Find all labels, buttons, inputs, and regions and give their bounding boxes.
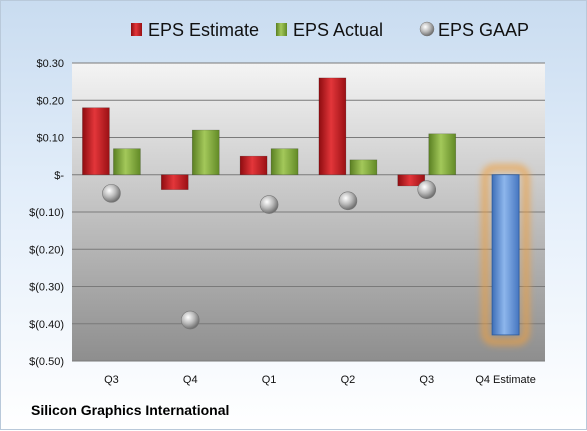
bar-eps-estimate — [82, 107, 110, 176]
y-tick-label: $(0.40) — [29, 319, 64, 331]
y-tick-label: $0.20 — [36, 95, 64, 107]
x-tick-label: Q4 — [183, 374, 198, 386]
x-tick-label: Q4 Estimate — [475, 374, 536, 386]
legend-swatch-eps-actual — [276, 23, 287, 36]
marker-eps-gaap — [102, 184, 121, 203]
bar-eps-estimate — [397, 174, 426, 187]
y-tick-label: $(0.30) — [29, 282, 64, 294]
bar-eps-actual — [428, 133, 457, 176]
bar-eps-actual — [113, 148, 141, 176]
marker-eps-gaap — [259, 195, 279, 214]
bar-eps-actual — [349, 159, 378, 176]
estimate-glow — [481, 164, 530, 346]
company-name: Silicon Graphics International — [31, 402, 230, 418]
bar-eps-estimate — [239, 155, 268, 176]
y-tick-label: $- — [54, 170, 64, 182]
bar-eps-actual — [191, 129, 220, 176]
x-tick-label: Q3 — [419, 374, 434, 386]
x-tick-label: Q1 — [262, 374, 277, 386]
y-tick-label: $(0.10) — [29, 207, 64, 219]
legend-swatch-eps-gaap — [419, 21, 435, 37]
marker-eps-gaap — [417, 180, 437, 199]
y-tick-label: $(0.50) — [29, 356, 64, 368]
legend-label-eps-actual: EPS Actual — [293, 20, 383, 40]
bar-q4-estimate — [491, 174, 520, 336]
y-tick-label: $0.10 — [36, 133, 64, 145]
bar-eps-estimate — [160, 174, 189, 190]
y-tick-label: $0.30 — [36, 58, 64, 70]
legend-swatch-eps-estimate — [131, 23, 142, 36]
bar-eps-estimate — [318, 77, 347, 176]
legend-label-eps-estimate: EPS Estimate — [148, 20, 259, 40]
x-tick-label: Q3 — [104, 374, 119, 386]
y-tick-label: $(0.20) — [29, 244, 64, 256]
legend-label-eps-gaap: EPS GAAP — [438, 20, 529, 40]
bar-eps-actual — [270, 148, 299, 176]
marker-eps-gaap — [338, 191, 358, 211]
x-tick-label: Q2 — [341, 374, 356, 386]
marker-eps-gaap — [180, 310, 200, 330]
